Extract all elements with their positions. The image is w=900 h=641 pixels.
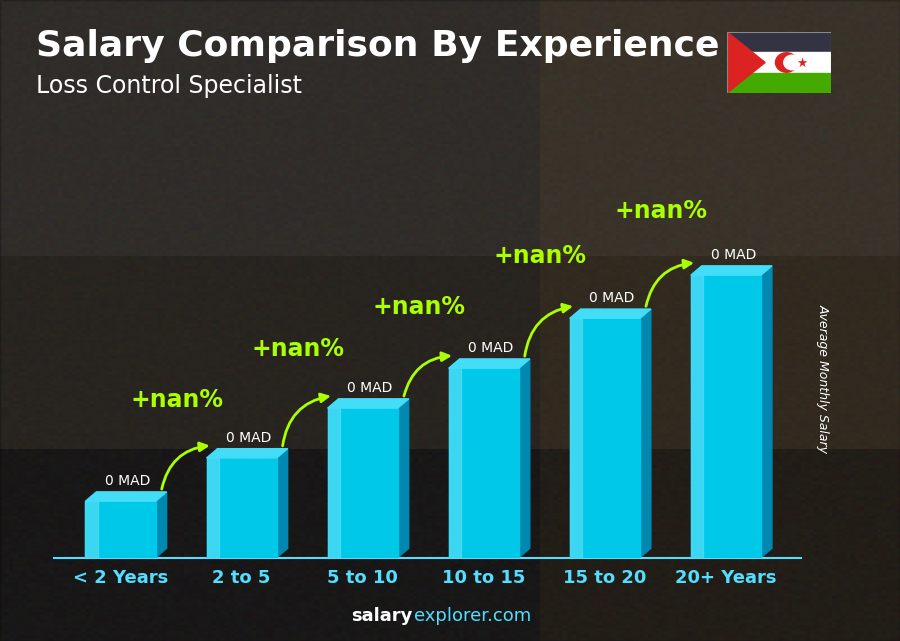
Text: explorer.com: explorer.com [414,607,531,625]
Bar [449,368,519,558]
Text: +nan%: +nan% [252,337,345,361]
Bar [727,53,831,72]
Bar [206,458,220,558]
FancyArrowPatch shape [283,394,328,446]
Text: 0 MAD: 0 MAD [226,431,272,445]
FancyArrowPatch shape [404,353,449,396]
Text: +nan%: +nan% [373,295,466,319]
Polygon shape [328,399,409,408]
Polygon shape [691,266,772,275]
FancyArrowPatch shape [162,443,207,489]
FancyArrowPatch shape [525,304,570,356]
Text: 0 MAD: 0 MAD [468,341,514,355]
Polygon shape [570,309,651,319]
Text: salary: salary [351,607,412,625]
Text: ★: ★ [796,56,807,70]
Bar [449,368,462,558]
Text: +nan%: +nan% [615,199,708,222]
Circle shape [776,53,797,72]
FancyArrowPatch shape [646,260,691,306]
Text: 0 MAD: 0 MAD [590,291,634,305]
Bar [86,501,156,558]
Circle shape [784,55,800,70]
Polygon shape [86,492,166,501]
Polygon shape [156,492,166,558]
Bar [570,319,582,558]
Text: 0 MAD: 0 MAD [347,381,392,395]
Polygon shape [519,359,530,558]
Bar [328,408,340,558]
Polygon shape [277,449,288,558]
Bar [691,275,704,558]
Text: Loss Control Specialist: Loss Control Specialist [36,74,302,97]
Bar [570,319,640,558]
Bar [727,32,831,53]
Polygon shape [449,359,530,368]
Bar [206,458,277,558]
Polygon shape [761,266,772,558]
Text: +nan%: +nan% [494,244,587,267]
Polygon shape [640,309,651,558]
Bar [727,72,831,93]
Bar [86,501,98,558]
Text: +nan%: +nan% [130,388,224,412]
Polygon shape [206,449,288,458]
Text: Average Monthly Salary: Average Monthly Salary [817,304,830,453]
Polygon shape [727,32,765,93]
Text: 0 MAD: 0 MAD [710,248,756,262]
Bar [328,408,398,558]
Bar [691,275,761,558]
Text: 0 MAD: 0 MAD [105,474,150,488]
Text: Salary Comparison By Experience: Salary Comparison By Experience [36,29,719,63]
Polygon shape [398,399,409,558]
